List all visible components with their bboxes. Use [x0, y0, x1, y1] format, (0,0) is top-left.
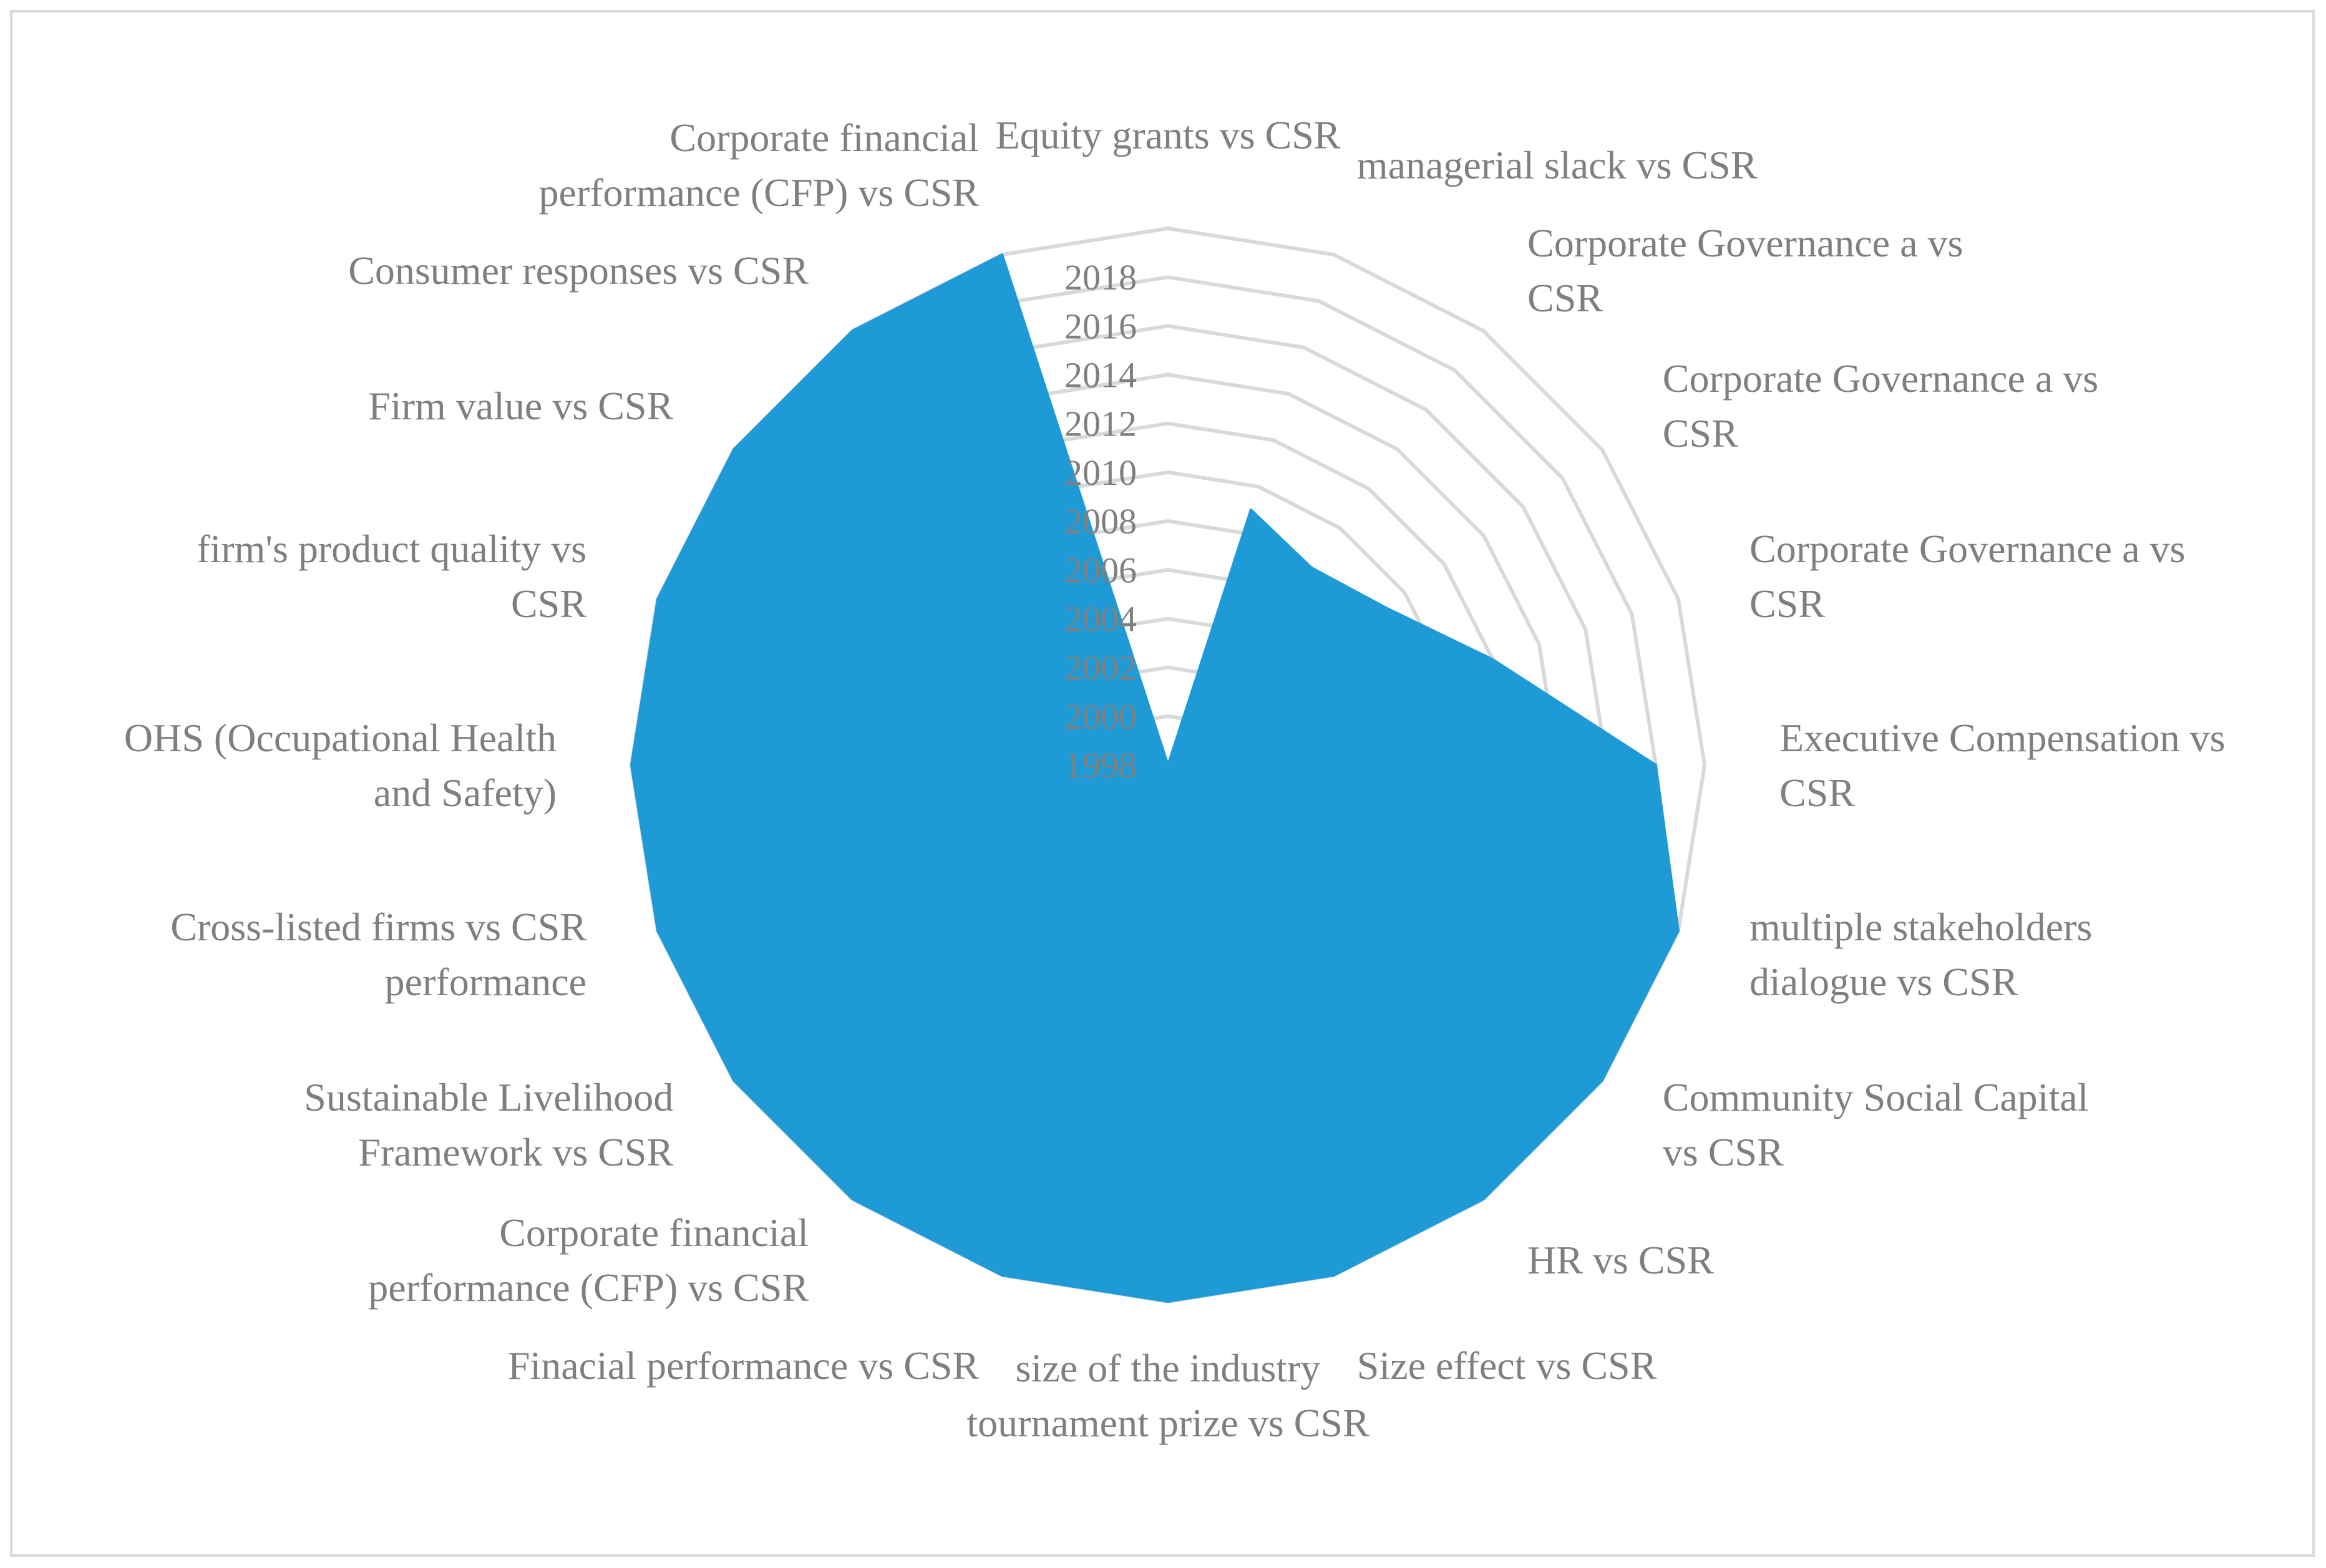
category-label-line: tournament prize vs CSR — [966, 1401, 1370, 1445]
category-label-line: performance (CFP) vs CSR — [538, 170, 979, 215]
label-layer: Equity grants vs CSR managerial slack vs … — [124, 113, 2226, 1445]
r-tick-label: 2016 — [1064, 306, 1137, 346]
category-label-line: Corporate financial — [499, 1210, 809, 1255]
category-label-line: Equity grants vs CSR — [996, 113, 1341, 157]
category-label-line: OHS (Occupational Health — [124, 716, 557, 760]
category-label-line: Corporate Governance a vs — [1663, 356, 2098, 401]
r-tick-label: 2006 — [1064, 550, 1137, 590]
tick-layer: 1998 2000 2002 2004 2006 2008 2010 2012 2014 2016… — [1064, 257, 1137, 786]
category-label-line: performance — [385, 960, 586, 1004]
category-label-line: vs CSR — [1663, 1130, 1784, 1174]
category-label-line: managerial slack vs CSR — [1357, 143, 1758, 187]
category-label: OHS (Occupational Health and Safety) — [124, 716, 557, 815]
category-label: Corporate Governance a vs CSR — [1527, 221, 1963, 320]
r-tick-label: 2002 — [1064, 648, 1137, 688]
r-tick-label: 2004 — [1064, 598, 1137, 639]
category-label: Community Social Capital vs CSR — [1663, 1075, 2089, 1174]
r-tick-label: 1998 — [1064, 745, 1137, 786]
r-tick-label: 2012 — [1064, 404, 1137, 444]
category-label-line: Framework vs CSR — [358, 1130, 673, 1174]
category-label: Firm value vs CSR — [368, 384, 673, 428]
r-tick-label: 2010 — [1064, 452, 1137, 493]
category-label: Corporate Governance a vs CSR — [1663, 356, 2098, 455]
category-label: HR vs CSR — [1527, 1238, 1714, 1282]
category-label-line: CSR — [1749, 582, 1825, 626]
category-label-line: CSR — [1663, 411, 1738, 455]
series-layer — [630, 253, 1680, 1303]
category-label: multiple stakeholders dialogue vs CSR — [1749, 905, 2092, 1004]
category-label-line: Consumer responses vs CSR — [348, 248, 809, 293]
r-tick-label: 2008 — [1064, 501, 1137, 542]
category-label: Sustainable Livelihood Framework vs CSR — [304, 1075, 673, 1174]
category-label: Corporate financial performance (CFP) vs … — [368, 1210, 809, 1310]
category-label: Corporate financial performance (CFP) vs … — [538, 115, 979, 215]
category-label: Finacial performance vs CSR — [508, 1343, 980, 1388]
category-label-line: multiple stakeholders — [1749, 905, 2092, 949]
category-label: size of the industry tournament prize vs … — [966, 1346, 1370, 1445]
category-label-line: dialogue vs CSR — [1749, 960, 2018, 1004]
category-label-line: Corporate Governance a vs — [1527, 221, 1963, 265]
category-label-line: Corporate financial — [669, 115, 979, 160]
series-area — [630, 253, 1680, 1303]
category-label-line: performance (CFP) vs CSR — [368, 1265, 809, 1310]
category-label: managerial slack vs CSR — [1357, 143, 1758, 187]
category-label-line: CSR — [1779, 771, 1855, 815]
category-label-line: Executive Compensation vs — [1779, 716, 2226, 760]
category-label-line: Finacial performance vs CSR — [508, 1343, 980, 1388]
category-label: Consumer responses vs CSR — [348, 248, 809, 293]
category-label-line: Cross-listed firms vs CSR — [170, 905, 586, 949]
category-label-line: size of the industry — [1016, 1346, 1321, 1390]
category-label: Size effect vs CSR — [1357, 1343, 1657, 1388]
category-label: Corporate Governance a vs CSR — [1749, 527, 2185, 626]
r-tick-label: 2018 — [1064, 257, 1137, 298]
category-label-line: HR vs CSR — [1527, 1238, 1714, 1282]
chart-frame: 1998 2000 2002 2004 2006 2008 2010 2012 2014 2016… — [10, 10, 2315, 1557]
category-label: Executive Compensation vs CSR — [1779, 716, 2226, 815]
category-label-line: Community Social Capital — [1663, 1075, 2089, 1119]
r-tick-label: 2000 — [1064, 696, 1137, 737]
category-label-line: firm's product quality vs — [197, 527, 586, 571]
category-label: firm's product quality vs CSR — [197, 527, 586, 626]
category-label: Cross-listed firms vs CSR performance — [170, 905, 586, 1004]
radar-chart: 1998 2000 2002 2004 2006 2008 2010 2012 2014 2016… — [124, 113, 2226, 1445]
r-tick-label: 2014 — [1064, 355, 1137, 396]
category-label-line: and Safety) — [374, 771, 557, 815]
category-label-line: CSR — [511, 582, 586, 626]
category-label-line: CSR — [1527, 276, 1603, 320]
category-label-line: Corporate Governance a vs — [1749, 527, 2185, 571]
category-label-line: Firm value vs CSR — [368, 384, 673, 428]
category-label-line: Size effect vs CSR — [1357, 1343, 1657, 1388]
category-label-line: Sustainable Livelihood — [304, 1075, 673, 1119]
category-label: Equity grants vs CSR — [996, 113, 1341, 157]
